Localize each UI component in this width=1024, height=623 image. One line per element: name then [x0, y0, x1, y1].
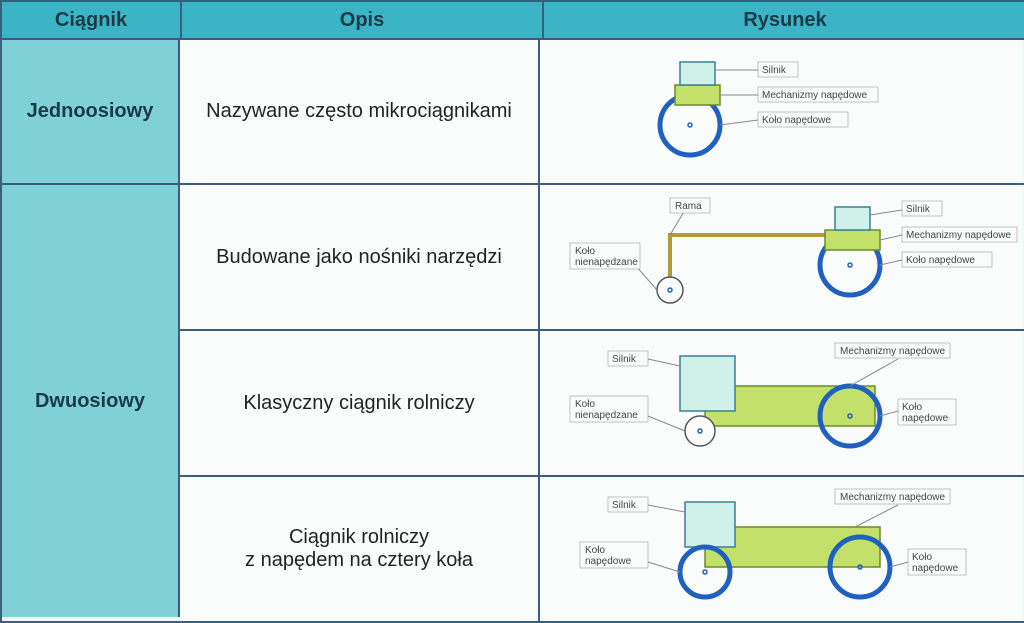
header-rysunek: Rysunek	[544, 2, 1024, 40]
desc-jednoosiowy: Nazywane często mikrociągnikami	[180, 40, 540, 183]
svg-text:Koło napędowe: Koło napędowe	[762, 115, 831, 126]
row-nosniki: Budowane jako nośniki narzędzi	[180, 185, 1024, 331]
row-klasyczny: Klasyczny ciągnik rolniczy	[180, 331, 1024, 477]
drawing-klasyczny: Silnik Koło nienapędzane Mechanizmy napę…	[540, 331, 1022, 475]
svg-text:Mechanizmy napędowe: Mechanizmy napędowe	[762, 90, 867, 101]
tractor-table: Ciągnik Opis Rysunek Jednoosiowy Dwuosio…	[0, 0, 1024, 623]
row-jednoosiowy: Nazywane często mikrociągnikami	[180, 40, 1024, 185]
svg-text:Mechanizmy napędowe: Mechanizmy napędowe	[840, 346, 945, 357]
svg-text:Mechanizmy napędowe: Mechanizmy napędowe	[840, 492, 945, 503]
svg-text:Koło: Koło	[575, 246, 595, 257]
svg-text:Silnik: Silnik	[612, 354, 637, 365]
svg-text:Koło napędowe: Koło napędowe	[906, 255, 975, 266]
header-opis: Opis	[182, 2, 544, 40]
desc-nosniki: Budowane jako nośniki narzędzi	[180, 185, 540, 329]
svg-text:Silnik: Silnik	[612, 500, 637, 511]
svg-text:napędowe: napędowe	[912, 563, 959, 574]
svg-text:Mechanizmy napędowe: Mechanizmy napędowe	[906, 230, 1011, 241]
svg-text:Silnik: Silnik	[906, 204, 931, 215]
svg-text:napędowe: napędowe	[902, 413, 949, 424]
svg-text:nienapędzane: nienapędzane	[575, 257, 638, 268]
svg-nosniki: Rama Koło nienapędzane Silnik Mechanizmy…	[540, 185, 1022, 329]
table-body: Jednoosiowy Dwuosiowy Nazywane często mi…	[2, 40, 1024, 621]
header-ciagnik: Ciągnik	[2, 2, 182, 40]
svg-text:Koło: Koło	[912, 552, 932, 563]
desc-klasyczny: Klasyczny ciągnik rolniczy	[180, 331, 540, 475]
right-column: Nazywane często mikrociągnikami	[180, 40, 1024, 621]
svg-text:Koło: Koło	[575, 399, 595, 410]
svg-text:Rama: Rama	[675, 201, 702, 212]
svg-text:Silnik: Silnik	[762, 65, 787, 76]
svg-text:Koło: Koło	[585, 545, 605, 556]
drawing-4wd: Silnik Koło napędowe Mechanizmy napędowe…	[540, 477, 1022, 621]
rowhead-jednoosiowy: Jednoosiowy	[2, 40, 180, 185]
svg-klasyczny: Silnik Koło nienapędzane Mechanizmy napę…	[540, 331, 1022, 475]
drawing-jednoosiowy: Silnik Mechanizmy napędowe Koło napędowe	[540, 40, 1022, 183]
svg-4wd: Silnik Koło napędowe Mechanizmy napędowe…	[540, 477, 1022, 621]
left-column: Jednoosiowy Dwuosiowy	[2, 40, 180, 621]
desc-4wd: Ciągnik rolniczy z napędem na cztery koł…	[180, 477, 540, 621]
svg-jednoosiowy: Silnik Mechanizmy napędowe Koło napędowe	[540, 40, 1022, 183]
drawing-nosniki: Rama Koło nienapędzane Silnik Mechanizmy…	[540, 185, 1022, 329]
svg-text:nienapędzane: nienapędzane	[575, 410, 638, 421]
rowhead-dwuosiowy: Dwuosiowy	[2, 185, 180, 617]
svg-text:Koło: Koło	[902, 402, 922, 413]
row-4wd: Ciągnik rolniczy z napędem na cztery koł…	[180, 477, 1024, 621]
header-row: Ciągnik Opis Rysunek	[2, 2, 1024, 40]
svg-text:napędowe: napędowe	[585, 556, 632, 567]
